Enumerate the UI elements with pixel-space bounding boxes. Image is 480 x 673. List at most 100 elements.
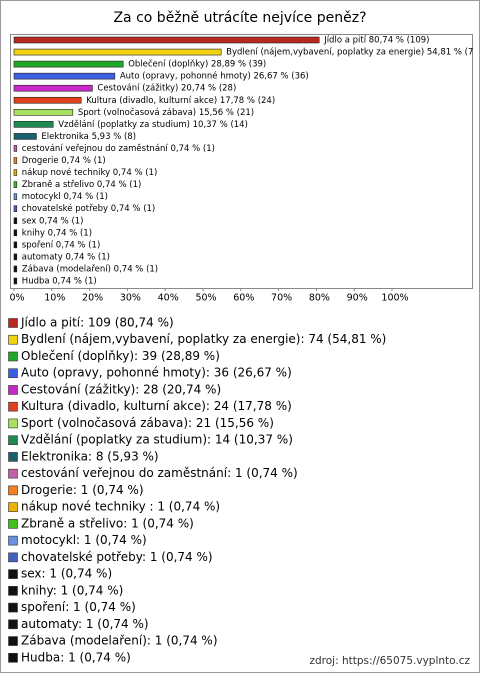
bar-label: automaty 0,74 % (1)	[22, 252, 110, 262]
rest: 0% 10% 20% 30% 40% 50% 60% 70% 80% 90% 100% Jídlo a…	[8, 288, 409, 664]
bar	[13, 157, 18, 164]
bar-label: Vzdělání (poplatky za studium) 10,37 % (…	[58, 120, 248, 130]
legend-swatch	[8, 552, 18, 563]
bar	[13, 277, 18, 285]
legend-label: Hudba: 1 (0,74 %)	[21, 650, 131, 664]
legend-label: spoření: 1 (0,74 %)	[21, 600, 136, 614]
legend-label: Bydlení (nájem,vybavení, poplatky za ene…	[21, 332, 386, 346]
legend-label: Oblečení (doplňky): 39 (28,89 %)	[21, 349, 220, 363]
x-tick-label: 10%	[44, 293, 65, 304]
bar	[13, 48, 222, 56]
bar-label: Sport (volnočasová zábava) 15,56 % (21)	[78, 107, 254, 118]
legend-label: knihy: 1 (0,74 %)	[21, 583, 123, 597]
bar	[13, 205, 18, 212]
legend-swatch	[8, 435, 18, 445]
x-tick-label: 50%	[195, 293, 216, 304]
bar	[13, 241, 18, 249]
bar-label: nákup nové techniky 0,74 % (1)	[22, 167, 157, 178]
x-tick-label: 60%	[233, 293, 254, 304]
bar	[13, 145, 18, 152]
bar	[13, 265, 18, 273]
bar-label: Oblečení (doplňky) 28,89 % (39)	[128, 59, 266, 70]
legend-label: Elektronika: 8 (5,93 %)	[21, 449, 159, 463]
legend-swatch	[8, 569, 18, 579]
legend-swatch	[8, 318, 18, 328]
legend-label: automaty: 1 (0,74 %)	[21, 617, 149, 631]
bar	[13, 181, 18, 188]
bar	[13, 253, 18, 261]
legend-swatch	[8, 535, 18, 546]
legend-label: motocykl: 1 (0,74 %)	[21, 533, 147, 547]
bar-label: Cestování (zážitky) 20,74 % (28)	[97, 84, 236, 94]
bar	[13, 229, 18, 237]
x-tick-label: 20%	[82, 293, 103, 304]
bar	[13, 84, 93, 92]
x-tick-label: 0%	[9, 293, 24, 304]
legend-swatch	[8, 368, 18, 379]
legend-label: Zbraně a střelivo: 1 (0,74 %)	[21, 516, 194, 530]
bar-label: Bydlení (nájem,vybavení, poplatky za ene…	[226, 48, 480, 58]
legend-label: cestování veřejnou do zaměstnání: 1 (0,7…	[21, 466, 298, 480]
bar-label: Jídlo a pití 80,74 % (109)	[323, 36, 429, 46]
bar	[13, 72, 116, 80]
legend-swatch	[8, 385, 18, 395]
bar-label: Zbraně a střelivo 0,74 % (1)	[22, 180, 142, 190]
bar	[13, 96, 82, 104]
bar	[13, 193, 18, 200]
bar-label: Hudba 0,74 % (1)	[22, 277, 97, 287]
legend-swatch	[8, 519, 18, 529]
chart-title: Za co běžně utrácíte nejvíce peněz?	[113, 10, 366, 26]
legend-swatch	[8, 401, 18, 412]
bar	[13, 60, 124, 68]
legend-label: Sport (volnočasová zábava): 21 (15,56 %)	[21, 416, 274, 430]
legend-label: Zábava (modelaření): 1 (0,74 %)	[21, 634, 218, 648]
source: zdroj: https://65075.vyplnto.cz	[310, 655, 471, 667]
bar-label: Kultura (divadlo, kulturní akce) 17,78 %…	[86, 96, 275, 106]
legend-label: Jídlo a pití: 109 (80,74 %)	[20, 316, 174, 330]
legend-label: Cestování (zážitky): 28 (20,74 %)	[21, 382, 221, 396]
bar-label: cestování veřejnou do zaměstnání 0,74 % …	[22, 144, 215, 154]
bar	[13, 133, 37, 140]
bars: Jídlo a pití 80,74 % (109) Bydlení (nájem…	[13, 36, 480, 287]
legend-swatch	[8, 619, 18, 630]
bar-label: knihy 0,74 % (1)	[22, 228, 92, 238]
legend-swatch	[8, 586, 18, 596]
x-tick-label: 100%	[381, 293, 408, 304]
x-tick-label: 30%	[120, 293, 141, 304]
bar-label: Zábava (modelaření) 0,74 % (1)	[22, 264, 158, 274]
legend-swatch	[8, 485, 18, 496]
x-tick-label: 70%	[271, 293, 292, 304]
legend-swatch	[8, 418, 18, 429]
bar-label: Auto (opravy, pohonné hmoty) 26,67 % (36…	[120, 71, 309, 82]
bar	[13, 109, 74, 116]
legend-label: Kultura (divadlo, kulturní akce): 24 (17…	[21, 399, 292, 413]
x-tick-label: 80%	[309, 293, 330, 304]
legend-swatch	[8, 502, 18, 512]
bar	[13, 121, 54, 128]
legend-swatch	[8, 468, 18, 479]
legend-label: nákup nové techniky : 1 (0,74 %)	[21, 500, 220, 514]
legend-label: Vzdělání (poplatky za studium): 14 (10,3…	[21, 433, 293, 447]
bar	[13, 36, 320, 44]
legend-swatch	[8, 334, 18, 345]
legend-swatch	[8, 452, 18, 462]
legend-label: Auto (opravy, pohonné hmoty): 36 (26,67 …	[21, 366, 292, 380]
x-tick-label: 90%	[347, 293, 368, 304]
bar-label: spoření 0,74 % (1)	[22, 240, 100, 250]
legend-label: sex: 1 (0,74 %)	[21, 567, 112, 581]
legend-swatch	[8, 351, 18, 362]
legend-label: Drogerie: 1 (0,74 %)	[21, 483, 144, 497]
bar-label: Drogerie 0,74 % (1)	[22, 156, 106, 166]
legend-swatch	[8, 602, 18, 613]
bar	[13, 217, 18, 225]
bar-label: sex 0,74 % (1)	[22, 216, 84, 226]
bar-label: chovatelské potřeby 0,74 % (1)	[22, 203, 155, 214]
bar-label: motocykl 0,74 % (1)	[22, 192, 108, 202]
x-tick-label: 40%	[158, 293, 179, 304]
bar-label: Elektronika 5,93 % (8)	[41, 132, 136, 142]
legend-label: chovatelské potřeby: 1 (0,74 %)	[21, 550, 213, 564]
bar	[13, 169, 18, 176]
legend-swatch	[8, 636, 18, 646]
